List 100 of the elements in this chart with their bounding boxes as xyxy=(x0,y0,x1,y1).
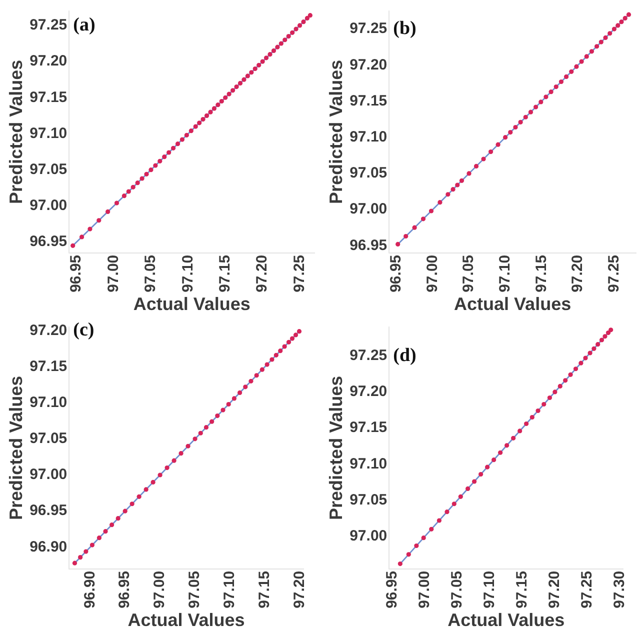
point xyxy=(290,336,295,341)
x-tick-label: 97.20 xyxy=(254,254,271,292)
y-tick-label: 97.15 xyxy=(30,88,68,106)
point xyxy=(78,555,83,560)
point xyxy=(602,334,608,339)
x-tick-label: 97.15 xyxy=(532,254,550,292)
point xyxy=(264,362,270,367)
point xyxy=(569,69,574,74)
y-axis-title: Predicted Values xyxy=(326,376,346,520)
point xyxy=(599,338,604,342)
point xyxy=(242,77,246,82)
point xyxy=(594,44,600,49)
x-tick-label: 97.10 xyxy=(221,570,238,608)
y-tick-label: 96.95 xyxy=(30,233,68,250)
y-axis-title: Predicted Values xyxy=(6,376,26,520)
point xyxy=(606,330,611,336)
point xyxy=(278,41,284,46)
point xyxy=(178,451,184,456)
point xyxy=(588,350,592,356)
point xyxy=(226,402,231,407)
point xyxy=(254,373,259,378)
point xyxy=(122,194,126,198)
point xyxy=(455,182,460,188)
point xyxy=(286,34,291,39)
point xyxy=(450,187,456,192)
x-tick-label: 97.05 xyxy=(186,570,204,608)
point xyxy=(130,184,136,190)
point xyxy=(293,332,298,338)
point xyxy=(421,536,426,540)
x-tick-label: 97.15 xyxy=(514,570,531,608)
point xyxy=(492,458,496,462)
x-axis-title: Actual Values xyxy=(128,610,245,630)
point xyxy=(458,494,463,499)
y-tick-label: 97.05 xyxy=(30,160,68,178)
point xyxy=(212,106,217,111)
point xyxy=(444,510,450,514)
point xyxy=(275,44,280,50)
point xyxy=(162,154,167,160)
point xyxy=(579,59,584,64)
x-tick-label: 97.00 xyxy=(151,570,168,608)
point xyxy=(114,200,120,206)
point xyxy=(564,74,569,79)
y-tick-label: 97.20 xyxy=(30,52,68,70)
x-axis-title: Actual Values xyxy=(454,294,572,314)
point xyxy=(210,419,214,424)
x-axis-title: Actual Values xyxy=(448,610,565,630)
point xyxy=(243,384,248,390)
point xyxy=(208,110,213,114)
point xyxy=(396,242,400,246)
point xyxy=(122,508,128,514)
point xyxy=(103,529,108,534)
point xyxy=(596,342,600,347)
x-tick-label: 97.20 xyxy=(569,254,586,292)
point xyxy=(584,54,589,59)
point xyxy=(308,13,312,18)
point xyxy=(216,102,220,108)
x-tick-label: 97.05 xyxy=(448,570,466,608)
point xyxy=(452,502,456,506)
y-tick-label: 97.25 xyxy=(350,20,388,38)
point xyxy=(249,70,254,75)
point xyxy=(626,12,632,17)
y-tick-label: 97.25 xyxy=(30,16,68,34)
point xyxy=(126,189,131,194)
y-tick-label: 96.95 xyxy=(350,236,388,254)
point xyxy=(548,90,554,94)
point xyxy=(573,366,578,372)
point xyxy=(84,549,88,554)
point xyxy=(215,414,220,418)
point xyxy=(238,80,243,86)
y-tick-label: 97.00 xyxy=(30,197,68,214)
point xyxy=(429,526,434,532)
point xyxy=(608,31,612,36)
point xyxy=(428,208,434,214)
point xyxy=(260,59,265,64)
point xyxy=(474,164,479,169)
x-tick-label: 97.10 xyxy=(481,570,498,608)
y-tick-label: 97.10 xyxy=(350,455,388,472)
point xyxy=(170,146,176,150)
x-tick-label: 97.05 xyxy=(142,254,160,292)
point xyxy=(175,142,180,146)
x-tick-label: 97.10 xyxy=(496,254,514,292)
point xyxy=(508,130,513,135)
y-tick-label: 97.05 xyxy=(350,164,388,182)
point xyxy=(282,344,287,349)
x-tick-label: 97.25 xyxy=(578,570,596,608)
point xyxy=(498,450,503,455)
point xyxy=(234,84,239,90)
point xyxy=(478,472,484,477)
point xyxy=(603,35,608,40)
point xyxy=(619,20,624,24)
point xyxy=(158,472,162,478)
y-tick-label: 97.00 xyxy=(350,528,388,545)
point xyxy=(278,348,283,354)
chart-title: (c) xyxy=(73,320,94,341)
point xyxy=(220,408,226,412)
point xyxy=(568,372,573,377)
point xyxy=(188,128,194,134)
point xyxy=(237,390,242,395)
y-tick-label: 97.20 xyxy=(350,383,388,400)
point xyxy=(518,120,523,124)
